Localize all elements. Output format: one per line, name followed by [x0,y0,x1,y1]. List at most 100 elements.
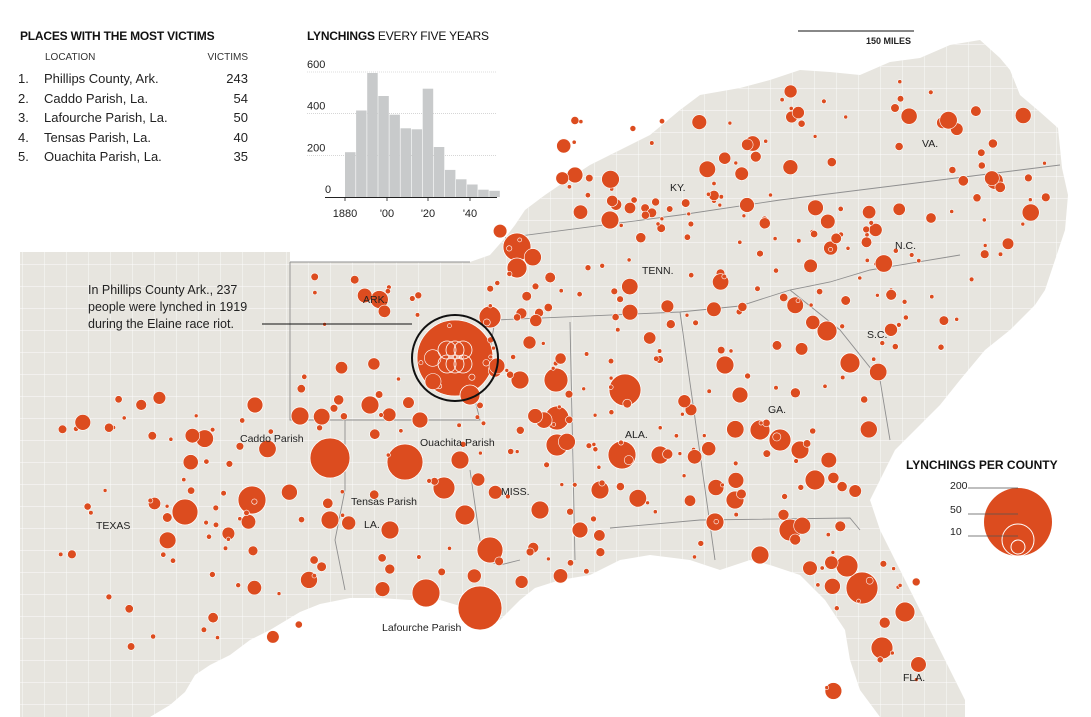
histogram-title-light: EVERY FIVE YEARS [374,29,489,43]
county-bubble [237,516,243,522]
county-bubble [206,533,212,540]
county-bubble [540,341,546,346]
hist-y-tick: 200 [307,142,325,154]
county-bubble [591,441,597,447]
county-bubble [558,288,564,294]
county-bubble [802,439,812,448]
county-bubble [713,518,719,525]
county-bubble [418,360,424,366]
county-bubble [779,97,785,103]
county-bubble [797,119,806,128]
county-bubble [527,408,543,424]
county-bubble [522,335,537,350]
county-bubble [341,515,357,531]
county-bubble [187,486,196,495]
state-label-miss: MISS. [501,486,530,498]
county-bubble [74,414,92,431]
county-bubble [734,166,749,181]
county-bubble [874,254,893,273]
hist-bar [367,73,378,197]
state-label-ala: ALA. [625,429,648,441]
county-bubble [235,582,241,589]
county-bubble [626,257,632,263]
county-bubble [457,585,503,631]
top-places-table: LOCATION VICTIMS 1. Phillips County, Ark… [18,52,258,167]
state-label-tenn: TENN. [642,265,674,277]
county-bubble [487,303,493,309]
county-bubble [313,408,331,426]
victims: 40 [233,129,248,145]
county-bubble [322,497,334,509]
county-bubble [726,420,745,439]
county-bubble [875,292,880,298]
top-places-title: PLACES WITH THE MOST VICTIMS [20,29,215,43]
location: Caddo Parish, La. [44,90,149,106]
county-bubble [925,212,937,224]
county-bubble [928,89,934,96]
county-bubble [758,217,771,230]
county-bubble [215,635,220,640]
county-bubble [447,323,452,329]
table-row: 1. Phillips County, Ark. 243 [18,69,258,89]
county-bubble [543,461,550,468]
county-bubble [910,656,927,673]
hist-bar [378,96,389,197]
county-bubble [894,142,904,151]
county-bubble [816,288,824,296]
county-bubble [797,484,805,491]
county-bubble [88,510,94,516]
county-bubble [251,498,258,505]
county-bubble [885,289,897,301]
county-bubble [510,370,530,390]
county-bubble [865,576,874,585]
county-bubble [437,567,446,577]
county-bubble [805,314,821,330]
phillips-annotation: In Phillips County Ark., 237 people were… [88,282,247,333]
county-bubble [182,454,199,471]
county-bubble [824,682,843,700]
legend-value: 200 [950,480,968,492]
county-bubble [505,493,511,500]
county-bubble [789,533,802,546]
county-bubble [793,458,799,464]
county-bubble [559,482,565,487]
county-bubble [471,472,486,487]
county-bubble [988,138,998,149]
county-bubble [266,630,280,644]
county-bubble [312,290,318,296]
county-bubble [267,428,274,435]
county-bubble [762,449,771,458]
county-bubble [414,291,423,300]
county-bubble [162,512,173,523]
county-bubble [889,650,895,656]
county-bubble [1041,192,1051,203]
county-bubble [783,84,798,99]
county-bubble [396,376,401,382]
county-bubble [566,166,584,184]
county-bubble [411,411,429,429]
county-bubble [756,249,764,258]
county-bubble [212,521,220,529]
county-bubble [486,285,494,293]
rank: 3. [18,110,29,126]
county-bubble [301,373,308,380]
county-bubble [641,210,650,220]
county-bubble [517,237,523,243]
county-bubble [551,422,557,427]
state-label-la: LA. [364,519,380,531]
county-bubble [158,531,177,549]
county-bubble [681,198,691,208]
county-bubble [377,304,391,318]
county-bubble [592,446,599,453]
rank: 5. [18,149,29,165]
county-bubble [491,345,496,351]
county-bubble [820,452,837,469]
county-bubble [513,313,522,322]
county-bubble [821,98,827,105]
county-bubble [507,448,515,455]
county-bubble [595,547,606,558]
county-bubble [698,160,716,178]
county-bubble [240,514,257,530]
hist-bar [345,152,356,197]
col-location-header: LOCATION [45,52,96,63]
